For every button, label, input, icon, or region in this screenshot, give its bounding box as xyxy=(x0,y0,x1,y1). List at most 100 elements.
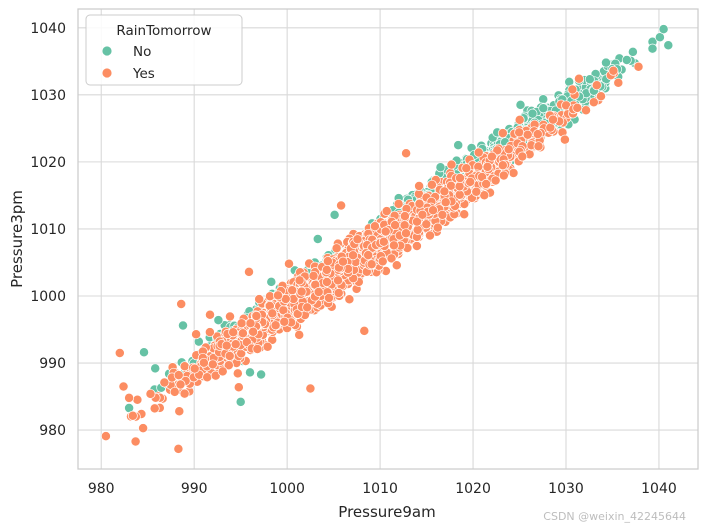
point-yes xyxy=(114,348,125,358)
point-yes xyxy=(248,326,259,337)
point-yes xyxy=(437,209,448,220)
point-yes xyxy=(461,163,472,174)
point-no xyxy=(266,276,277,287)
point-yes xyxy=(432,222,443,233)
x-tick-label: 1000 xyxy=(269,481,305,497)
point-yes xyxy=(267,308,278,319)
point-yes xyxy=(149,403,160,414)
point-yes xyxy=(369,221,380,232)
point-yes xyxy=(363,250,374,261)
point-yes xyxy=(391,260,402,271)
point-yes xyxy=(417,209,428,220)
point-yes xyxy=(471,186,482,197)
point-yes xyxy=(198,357,209,368)
point-yes xyxy=(401,228,411,239)
point-yes xyxy=(270,320,281,331)
point-yes xyxy=(533,141,544,152)
point-no xyxy=(312,234,323,244)
point-no xyxy=(150,363,161,374)
point-no xyxy=(654,32,665,43)
point-yes xyxy=(179,361,190,372)
point-yes xyxy=(237,328,248,339)
point-yes xyxy=(465,176,476,187)
y-tick-label: 990 xyxy=(39,356,66,372)
point-no xyxy=(601,57,611,68)
point-yes xyxy=(159,377,170,388)
point-yes xyxy=(381,206,392,217)
point-yes xyxy=(559,134,570,145)
point-yes xyxy=(244,266,254,277)
point-yes xyxy=(393,198,404,209)
point-yes xyxy=(567,84,578,95)
point-yes xyxy=(100,431,111,442)
point-yes xyxy=(233,382,244,393)
point-yes xyxy=(322,256,333,267)
point-yes xyxy=(352,234,363,245)
legend-label-yes: Yes xyxy=(132,66,155,82)
point-yes xyxy=(380,226,391,237)
point-yes xyxy=(497,160,508,171)
point-yes xyxy=(596,91,606,102)
point-yes xyxy=(321,277,332,287)
y-tick-label: 980 xyxy=(39,423,66,439)
x-tick-label: 1030 xyxy=(548,481,584,497)
point-yes xyxy=(454,181,465,192)
point-yes xyxy=(338,256,348,267)
series-yes-points xyxy=(100,61,644,454)
point-yes xyxy=(262,341,273,352)
point-yes xyxy=(428,205,438,216)
point-yes xyxy=(473,147,484,158)
point-yes xyxy=(359,325,370,336)
point-yes xyxy=(236,318,247,329)
point-yes xyxy=(175,379,186,390)
legend-box xyxy=(85,14,243,86)
point-yes xyxy=(482,161,493,172)
point-yes xyxy=(245,318,256,329)
point-yes xyxy=(279,316,290,327)
point-yes xyxy=(207,359,218,370)
point-yes xyxy=(344,294,355,305)
point-yes xyxy=(366,259,377,270)
y-tick-label: 1010 xyxy=(30,222,66,238)
y-tick-label: 1000 xyxy=(30,289,66,305)
point-no xyxy=(256,369,267,380)
point-yes xyxy=(189,363,200,374)
point-yes xyxy=(224,351,235,361)
point-yes xyxy=(333,288,344,298)
y-axis-label: Pressure3pm xyxy=(8,190,26,288)
x-tick-label: 1010 xyxy=(362,481,398,497)
point-no xyxy=(515,99,526,110)
point-yes xyxy=(481,179,492,189)
point-yes xyxy=(230,339,241,350)
point-yes xyxy=(508,168,519,178)
point-no xyxy=(584,74,595,85)
point-yes xyxy=(503,144,514,155)
point-yes xyxy=(124,392,135,403)
point-yes xyxy=(401,148,412,159)
point-yes xyxy=(446,159,457,170)
point-yes xyxy=(514,114,525,125)
point-no xyxy=(213,315,224,326)
x-axis-label: Pressure9am xyxy=(338,503,435,521)
point-no xyxy=(627,46,638,57)
point-yes xyxy=(217,366,228,377)
point-yes xyxy=(581,105,591,116)
point-yes xyxy=(486,151,497,162)
point-no xyxy=(235,396,246,407)
point-yes xyxy=(313,287,324,297)
point-no xyxy=(245,367,255,378)
point-yes xyxy=(388,240,399,251)
point-yes xyxy=(225,311,235,322)
point-yes xyxy=(514,127,525,138)
point-yes xyxy=(426,179,437,190)
point-yes xyxy=(333,275,343,286)
point-yes xyxy=(421,219,432,230)
point-yes xyxy=(228,327,239,338)
point-yes xyxy=(390,220,401,231)
point-yes xyxy=(202,372,213,383)
y-tick-label: 1040 xyxy=(30,21,66,37)
point-yes xyxy=(454,189,465,200)
point-yes xyxy=(459,209,470,220)
point-yes xyxy=(608,65,619,76)
x-tick-label: 980 xyxy=(88,481,115,497)
